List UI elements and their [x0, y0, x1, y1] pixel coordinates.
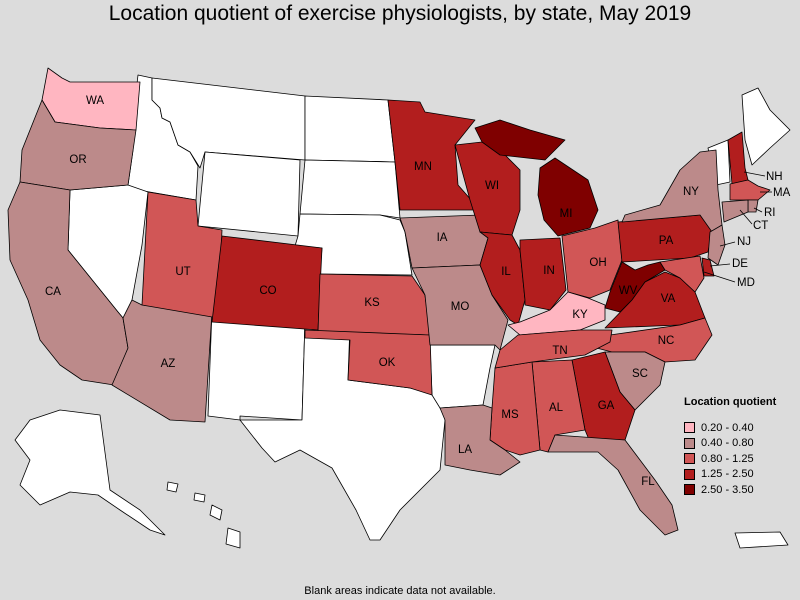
label-AL: AL — [549, 402, 564, 414]
legend-swatch — [684, 422, 695, 434]
state-HI[interactable] — [166, 481, 241, 549]
legend: Location quotient 0.20 - 0.40 0.40 - 0.8… — [684, 396, 776, 498]
label-CA: CA — [45, 286, 61, 298]
label-NJ: NJ — [737, 236, 751, 248]
label-MA: MA — [773, 187, 791, 199]
label-WI: WI — [485, 180, 499, 192]
state-SD[interactable] — [299, 159, 401, 219]
state-CT[interactable] — [721, 199, 749, 223]
legend-item: 1.25 - 2.50 — [684, 467, 776, 483]
label-RI: RI — [764, 207, 776, 219]
label-LA: LA — [458, 444, 472, 456]
label-UT: UT — [175, 266, 190, 278]
label-CO: CO — [259, 285, 276, 297]
label-IN: IN — [543, 265, 555, 277]
legend-swatch — [684, 484, 695, 496]
legend-swatch — [684, 437, 695, 449]
label-WA: WA — [86, 95, 104, 107]
leader-lines — [703, 171, 772, 283]
state-CA[interactable] — [7, 181, 129, 386]
label-OH: OH — [589, 257, 606, 269]
state-FL[interactable] — [547, 434, 679, 536]
label-MO: MO — [451, 301, 470, 313]
territory-PR[interactable] — [734, 531, 789, 549]
legend-items: 0.20 - 0.40 0.40 - 0.80 0.80 - 1.25 1.25… — [684, 420, 776, 498]
label-GA: GA — [598, 400, 615, 412]
legend-label: 0.40 - 0.80 — [701, 437, 754, 450]
label-NY: NY — [683, 186, 699, 198]
label-KS: KS — [364, 297, 380, 309]
state-MD[interactable] — [659, 255, 705, 293]
footnote: Blank areas indicate data not available. — [304, 585, 496, 597]
state-WY[interactable] — [197, 151, 301, 237]
state-NY[interactable] — [621, 149, 723, 233]
label-AZ: AZ — [161, 358, 176, 370]
state-AR[interactable] — [429, 344, 496, 409]
legend-swatch — [684, 453, 695, 465]
legend-label: 1.25 - 2.50 — [701, 468, 754, 481]
label-NC: NC — [658, 335, 675, 347]
state-TN[interactable] — [494, 329, 613, 369]
state-MI[interactable] — [474, 119, 599, 237]
state-ND[interactable] — [304, 95, 396, 163]
legend-label: 2.50 - 3.50 — [701, 483, 754, 496]
state-CO[interactable] — [211, 235, 323, 331]
state-UT[interactable] — [141, 191, 223, 319]
label-MI: MI — [560, 208, 573, 220]
state-GA[interactable] — [571, 351, 636, 443]
state-NH[interactable] — [727, 131, 749, 185]
state-LA[interactable] — [439, 404, 521, 476]
state-MA[interactable] — [729, 179, 771, 201]
map-title: Location quotient of exercise physiologi… — [108, 2, 692, 25]
legend-label: 0.20 - 0.40 — [701, 421, 754, 434]
legend-swatch — [684, 468, 695, 480]
state-NJ[interactable] — [707, 224, 726, 266]
label-KY: KY — [572, 309, 588, 321]
blank-states — [14, 74, 791, 549]
label-WV: WV — [619, 285, 638, 297]
state-ME[interactable] — [741, 87, 791, 166]
state-AZ[interactable] — [111, 299, 213, 423]
label-NH: NH — [766, 171, 783, 183]
state-labels: WA OR CA AZ UT CO KS OK IA MO MN WI IL I… — [45, 95, 699, 488]
state-IN[interactable] — [519, 237, 567, 311]
label-CT: CT — [753, 220, 768, 232]
label-DE: DE — [732, 258, 748, 270]
label-FL: FL — [641, 476, 655, 488]
label-IL: IL — [501, 266, 511, 278]
label-SC: SC — [632, 368, 648, 380]
label-MN: MN — [414, 161, 432, 173]
label-TN: TN — [552, 345, 567, 357]
legend-item: 0.40 - 0.80 — [684, 436, 776, 452]
state-DE[interactable] — [701, 257, 715, 277]
state-IL[interactable] — [479, 231, 526, 326]
label-MS: MS — [501, 409, 519, 421]
state-NE[interactable] — [294, 213, 413, 276]
legend-label: 0.80 - 1.25 — [701, 452, 754, 465]
state-OR[interactable] — [19, 99, 137, 191]
label-IA: IA — [437, 232, 448, 244]
label-OR: OR — [69, 154, 86, 166]
legend-item: 0.80 - 1.25 — [684, 451, 776, 467]
label-MD: MD — [737, 277, 755, 289]
label-VA: VA — [661, 293, 676, 305]
label-OK: OK — [379, 357, 396, 369]
legend-title: Location quotient — [684, 396, 777, 408]
state-RI[interactable] — [747, 199, 759, 213]
legend-item: 0.20 - 0.40 — [684, 420, 776, 436]
label-PA: PA — [659, 235, 674, 247]
data-states — [7, 67, 771, 536]
legend-item: 2.50 - 3.50 — [684, 482, 776, 498]
outside-state-labels: NH MA RI CT NJ DE MD — [732, 171, 791, 289]
state-AK[interactable] — [14, 409, 166, 536]
